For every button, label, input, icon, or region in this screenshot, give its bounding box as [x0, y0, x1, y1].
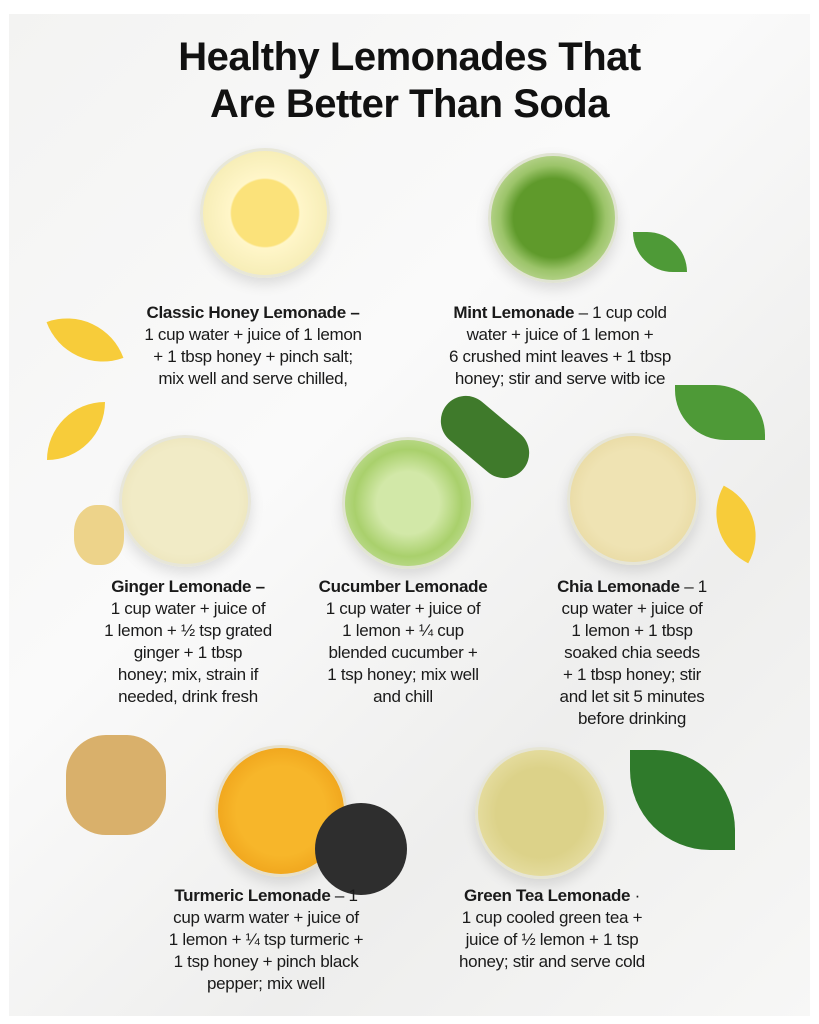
recipe-green-tea-lemonade: Green Tea Lemonade · 1 cup cooled green …	[402, 885, 702, 973]
recipe-line: and chill	[373, 687, 433, 706]
recipe-line: and let sit 5 minutes	[559, 687, 705, 706]
recipe-name: Cucumber Lemonade	[318, 577, 488, 596]
ginger-root-icon	[66, 735, 166, 835]
recipe-text: – 1 cup cold	[574, 303, 667, 322]
recipe-line: 1 tsp honey + pinch black	[173, 952, 359, 971]
title-line: Are Better Than Soda	[210, 82, 609, 126]
recipe-name: Turmeric Lemonade	[174, 886, 331, 905]
recipe-line: 1 lemon + 1 tbsp	[571, 621, 693, 640]
title-line: Healthy Lemonades That	[178, 35, 641, 79]
recipe-name: Ginger Lemonade –	[111, 577, 265, 596]
recipe-mint-lemonade: Mint Lemonade – 1 cup cold water + juice…	[410, 302, 710, 390]
recipe-name: Mint Lemonade	[453, 303, 575, 322]
recipe-line: water + juice of 1 lemon +	[466, 325, 654, 344]
recipe-classic-honey-lemonade: Classic Honey Lemonade – 1 cup water + j…	[103, 302, 403, 390]
recipe-line: 1 cup cooled green tea +	[461, 908, 643, 927]
recipe-line: juice of ½ lemon + 1 tsp	[465, 930, 639, 949]
recipe-line: blended cucumber +	[328, 643, 478, 662]
recipe-line: honey; mix, strain if	[117, 665, 259, 684]
recipe-line: 1 cup water + juice of	[110, 599, 266, 618]
recipe-name: Green Tea Lemonade	[463, 886, 631, 905]
chia-lemonade-glass	[567, 433, 699, 565]
recipe-text: – 1	[330, 886, 358, 905]
ginger-slice-icon	[74, 505, 124, 565]
recipe-line: 1 lemon + ½ tsp grated	[104, 621, 272, 640]
green-tea-lemonade-glass	[475, 747, 607, 879]
recipe-chia-lemonade: Chia Lemonade – 1 cup water + juice of 1…	[482, 576, 782, 730]
recipe-cucumber-lemonade: Cucumber Lemonade 1 cup water + juice of…	[253, 576, 553, 708]
recipe-line: 1 lemon + ¼ cup	[342, 621, 464, 640]
recipe-name: Chia Lemonade	[557, 577, 680, 596]
recipe-line: honey; stir and serve cold	[459, 952, 645, 971]
recipe-line: + 1 tbsp honey + pinch salt;	[153, 347, 353, 366]
recipe-line: needed, drink fresh	[118, 687, 258, 706]
recipe-ginger-lemonade: Ginger Lemonade – 1 cup water + juice of…	[38, 576, 338, 708]
recipe-text: ·	[630, 886, 641, 905]
recipe-line: before drinking	[578, 709, 686, 728]
classic-lemonade-glass	[200, 148, 330, 278]
recipe-line: soaked chia seeds	[564, 643, 700, 662]
cucumber-lemonade-glass	[342, 437, 474, 569]
mint-lemonade-glass	[488, 153, 618, 283]
recipe-line: ginger + 1 tbsp	[133, 643, 243, 662]
recipe-name: Classic Honey Lemonade –	[146, 303, 360, 322]
dark-circle-overlay	[315, 803, 407, 895]
recipe-line: 1 lemon + ¼ tsp turmeric +	[168, 930, 364, 949]
recipe-line: 1 cup water + juice of 1 lemon	[144, 325, 362, 344]
recipe-line: cup water + juice of	[561, 599, 703, 618]
recipe-line: pepper; mix well	[206, 974, 326, 993]
recipe-turmeric-lemonade: Turmeric Lemonade – 1 cup warm water + j…	[116, 885, 416, 995]
recipe-line: 1 tsp honey; mix well	[327, 665, 479, 684]
recipe-text: – 1	[679, 577, 707, 596]
recipe-line: honey; stir and serve witb ice	[454, 369, 666, 388]
recipe-line: + 1 tbsp honey; stir	[562, 665, 702, 684]
ginger-lemonade-glass	[119, 435, 251, 567]
page-title: Healthy Lemonades That Are Better Than S…	[0, 34, 819, 128]
recipe-line: cup warm water + juice of	[173, 908, 359, 927]
recipe-line: 1 cup water + juice of	[325, 599, 481, 618]
recipe-line: mix well and serve chilled,	[158, 369, 348, 388]
recipe-line: 6 crushed mint leaves + 1 tbsp	[448, 347, 672, 366]
